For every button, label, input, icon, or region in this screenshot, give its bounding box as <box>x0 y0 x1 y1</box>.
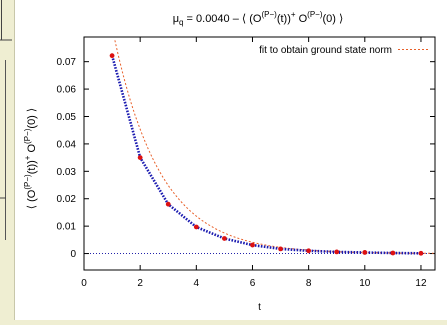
x-tick-label: 2 <box>137 278 143 289</box>
y-tick-label: 0.04 <box>57 139 77 150</box>
data-point <box>334 249 340 255</box>
y-axis-label-part: ⟨ (O <box>26 189 38 209</box>
fit-curve-layer <box>114 40 434 254</box>
y-axis-label: ⟨ (O(P−)(t))+ O(P−)(0) ⟩ <box>23 108 38 209</box>
y-tick-label: 0.02 <box>57 194 77 205</box>
fit-curve <box>114 40 434 254</box>
title-mu: μ <box>173 13 179 25</box>
legend: fit to obtain ground state norm <box>259 45 428 56</box>
data-point <box>390 250 396 256</box>
title-sup2: + <box>291 10 296 19</box>
y-axis-label-part: O <box>26 144 38 156</box>
chart-title: μq = 0.0040 – ⟨ (O(P−)(t))+ O(P−)(0) ⟩ <box>173 10 344 27</box>
data-point <box>278 246 283 252</box>
y-tick-label: 0.07 <box>57 57 77 68</box>
data-point <box>362 250 368 255</box>
data-connect-line <box>110 55 422 255</box>
left-edge-lines <box>0 0 12 240</box>
y-tick-label: 0.01 <box>57 222 77 233</box>
data-point <box>306 248 312 254</box>
y-axis-label-part: + <box>23 155 32 160</box>
data-point <box>165 201 171 207</box>
chart-window: μq = 0.0040 – ⟨ (O(P−)(t))+ O(P−)(0) ⟩ 0… <box>14 0 447 320</box>
x-tick-label: 12 <box>415 278 427 289</box>
data-points-layer <box>109 53 424 256</box>
plot-area: 0 0.01 0.02 0.03 0.04 0.05 0.06 0.07 0 2 4 6 8 10 12 <box>57 36 436 289</box>
x-tick-label: 6 <box>250 278 256 289</box>
plot-border <box>83 36 436 271</box>
chart-title-text: μq = 0.0040 – ⟨ (O(P−)(t))+ O(P−)(0) ⟩ <box>173 10 344 27</box>
y-tick-label: 0.06 <box>57 85 77 96</box>
y-axis-label-part: (P−) <box>23 128 32 144</box>
data-point <box>418 250 424 256</box>
y-axis-label-part: (t)) <box>26 160 38 174</box>
x-tick-label: 0 <box>81 278 87 289</box>
title-rest: = 0.0040 – ⟨ (O <box>183 13 261 25</box>
y-axis-label-part: (0) ⟩ <box>26 108 38 129</box>
data-point <box>137 155 143 161</box>
x-tick-label: 4 <box>194 278 200 289</box>
y-tick-label: 0.03 <box>57 167 77 178</box>
data-point <box>250 242 255 248</box>
connect-line-layer <box>110 55 422 255</box>
data-point <box>193 224 199 230</box>
y-tick-label: 0 <box>70 249 76 260</box>
x-tick-label: 8 <box>306 278 312 289</box>
y-axis-label-part: (P−) <box>23 174 32 190</box>
title-mu-sub: q <box>179 18 183 27</box>
chart: μq = 0.0040 – ⟨ (O(P−)(t))+ O(P−)(0) ⟩ 0… <box>23 10 436 313</box>
title-end: (0) ⟩ <box>323 13 344 25</box>
x-axis-label: t <box>258 302 261 313</box>
title-sup3: (P−) <box>307 10 323 19</box>
legend-label: fit to obtain ground state norm <box>259 45 392 56</box>
title-sup1: (P−) <box>261 10 277 19</box>
data-point <box>109 53 115 59</box>
x-tick-label: 10 <box>359 278 371 289</box>
title-mid: (t)) <box>277 13 291 25</box>
data-point <box>222 236 227 241</box>
y-tick-label: 0.05 <box>57 112 77 123</box>
title-mid2: O <box>296 13 308 25</box>
